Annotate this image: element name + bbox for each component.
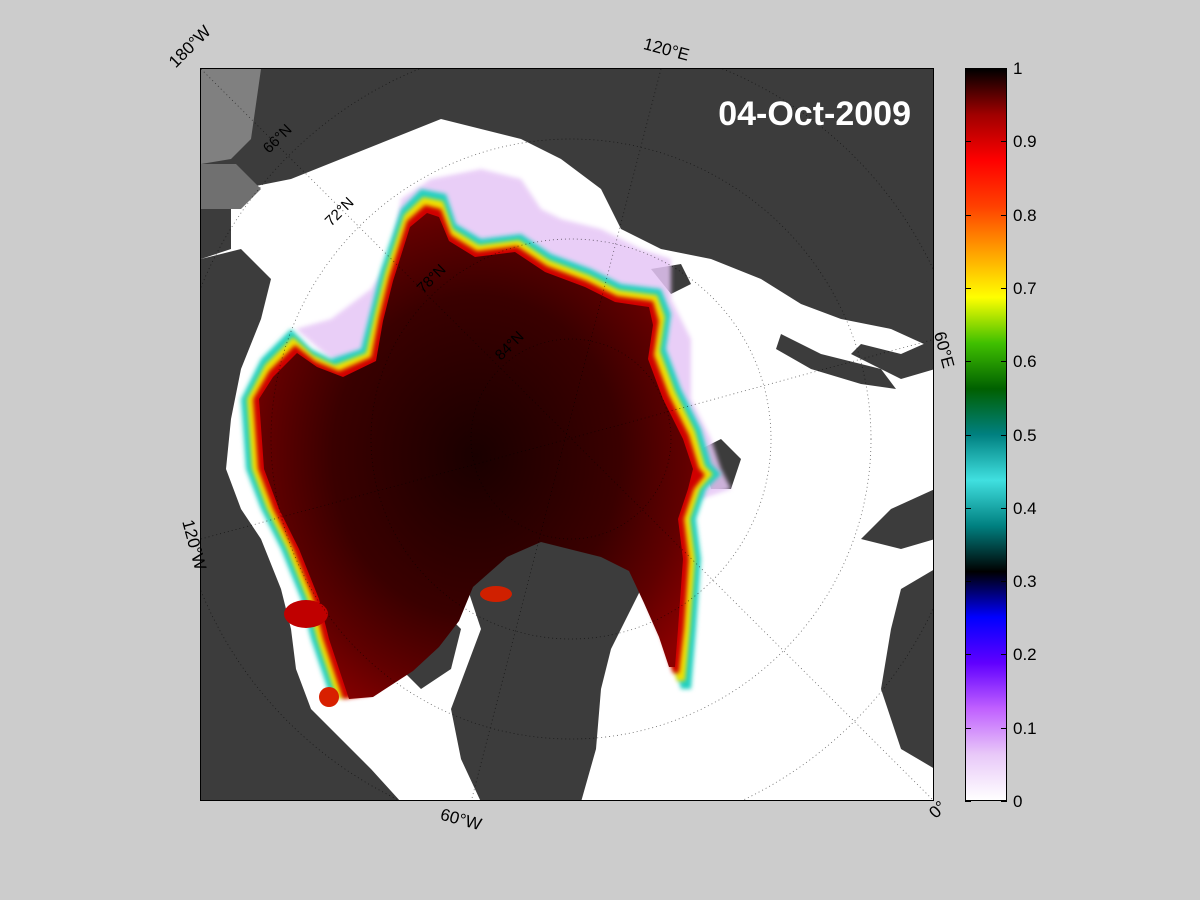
date-label: 04-Oct-2009	[718, 95, 911, 133]
colorbar-tick-mark	[965, 581, 971, 583]
colorbar-tick-mark	[1001, 434, 1007, 436]
land-east	[861, 489, 933, 549]
colorbar-tick-mark	[965, 801, 971, 802]
colorbar-tick-mark	[965, 214, 971, 216]
graticule	[201, 69, 933, 800]
colorbar-tick-mark	[1001, 507, 1007, 509]
colorbar-tick-mark	[1001, 654, 1007, 656]
colorbar-tick-mark	[965, 287, 971, 289]
colorbar-tick-label: 0.4	[1013, 498, 1037, 518]
lon-label-180w: 180°W	[165, 21, 215, 72]
colorbar-tick-mark	[1001, 581, 1007, 583]
sea-ice-map: 66°N 72°N 78°N 84°N 04-Oct-2009	[200, 68, 934, 801]
colorbar-tick-label: 0.8	[1013, 205, 1037, 225]
meridian-60e-120w	[201, 339, 933, 540]
colorbar-tick-label: 1	[1013, 59, 1023, 78]
ice-patch-1	[284, 600, 328, 628]
ice-patch-3	[480, 586, 512, 602]
colorbar-tick-label: 0.9	[1013, 132, 1037, 152]
colorbar-tick-mark	[965, 68, 971, 69]
land-scandinavia	[851, 339, 933, 379]
lat-label-72: 72°N	[322, 194, 358, 230]
colorbar-tick-mark	[1001, 68, 1007, 69]
colorbar-tick-label: 0.6	[1013, 352, 1037, 372]
colorbar-tick-mark	[1001, 727, 1007, 729]
colorbar-tick-label: 0.1	[1013, 718, 1037, 738]
colorbar-tick-mark	[1001, 287, 1007, 289]
lat-circle-72	[270, 138, 872, 740]
land-north-eurasia	[201, 69, 933, 349]
colorbar-tick-mark	[965, 434, 971, 436]
colorbar-tick-mark	[1001, 801, 1007, 802]
colorbar-tick-mark	[1001, 361, 1007, 363]
land-unmapped	[201, 69, 261, 164]
colorbar-tick-mark	[1001, 214, 1007, 216]
lat-circle-84	[470, 338, 672, 540]
colorbar-tick-label: 0.7	[1013, 278, 1037, 298]
colorbar-tick-mark	[965, 727, 971, 729]
meridian-180-0	[201, 69, 933, 800]
lon-label-60w: 60°W	[438, 804, 484, 835]
ice-patch-2	[319, 687, 339, 707]
colorbar-tick-label: 0.3	[1013, 572, 1037, 592]
colorbar-tick-mark	[1001, 141, 1007, 143]
land-unmapped-2	[201, 164, 261, 209]
colorbar-tick-mark	[965, 507, 971, 509]
land-south-east	[881, 570, 933, 768]
map-canvas: 66°N 72°N 78°N 84°N 04-Oct-2009	[201, 69, 933, 800]
lon-label-120e: 120°E	[641, 34, 692, 65]
ice-core	[259, 213, 693, 699]
colorbar-tick-label: 0	[1013, 792, 1023, 811]
land-alaska-canada	[201, 249, 400, 800]
land-west-coast	[201, 209, 231, 259]
colorbar-tick-mark	[965, 361, 971, 363]
lon-label-0: 0°	[925, 797, 951, 823]
land-novaya-zemlya	[776, 334, 896, 389]
colorbar-tick-label: 0.5	[1013, 425, 1037, 445]
colorbar-tick-mark	[965, 141, 971, 143]
lat-circle-78	[370, 238, 772, 640]
colorbar-tick-label: 0.2	[1013, 645, 1037, 665]
colorbar-tick-mark	[965, 654, 971, 656]
